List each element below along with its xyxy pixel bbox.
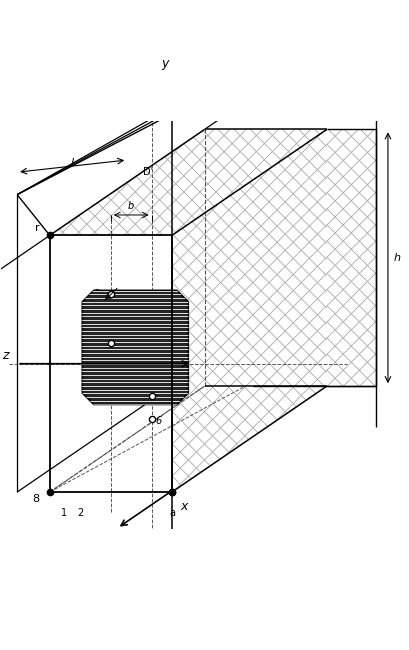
Text: y: y <box>162 57 169 70</box>
Text: a: a <box>169 508 175 518</box>
Text: z: z <box>2 348 9 361</box>
Text: 2: 2 <box>94 289 101 300</box>
Text: D': D' <box>144 167 154 177</box>
Text: 4: 4 <box>156 393 162 404</box>
Text: h: h <box>394 253 401 263</box>
Text: 8: 8 <box>32 494 40 504</box>
Text: r: r <box>35 224 40 233</box>
Text: b: b <box>128 201 135 211</box>
Text: x: x <box>180 500 187 514</box>
Text: 1: 1 <box>61 508 67 518</box>
Text: 6: 6 <box>156 416 162 426</box>
Polygon shape <box>82 291 188 404</box>
Text: l: l <box>71 158 74 168</box>
Text: 3: 3 <box>94 339 101 348</box>
Text: 2: 2 <box>77 508 83 518</box>
